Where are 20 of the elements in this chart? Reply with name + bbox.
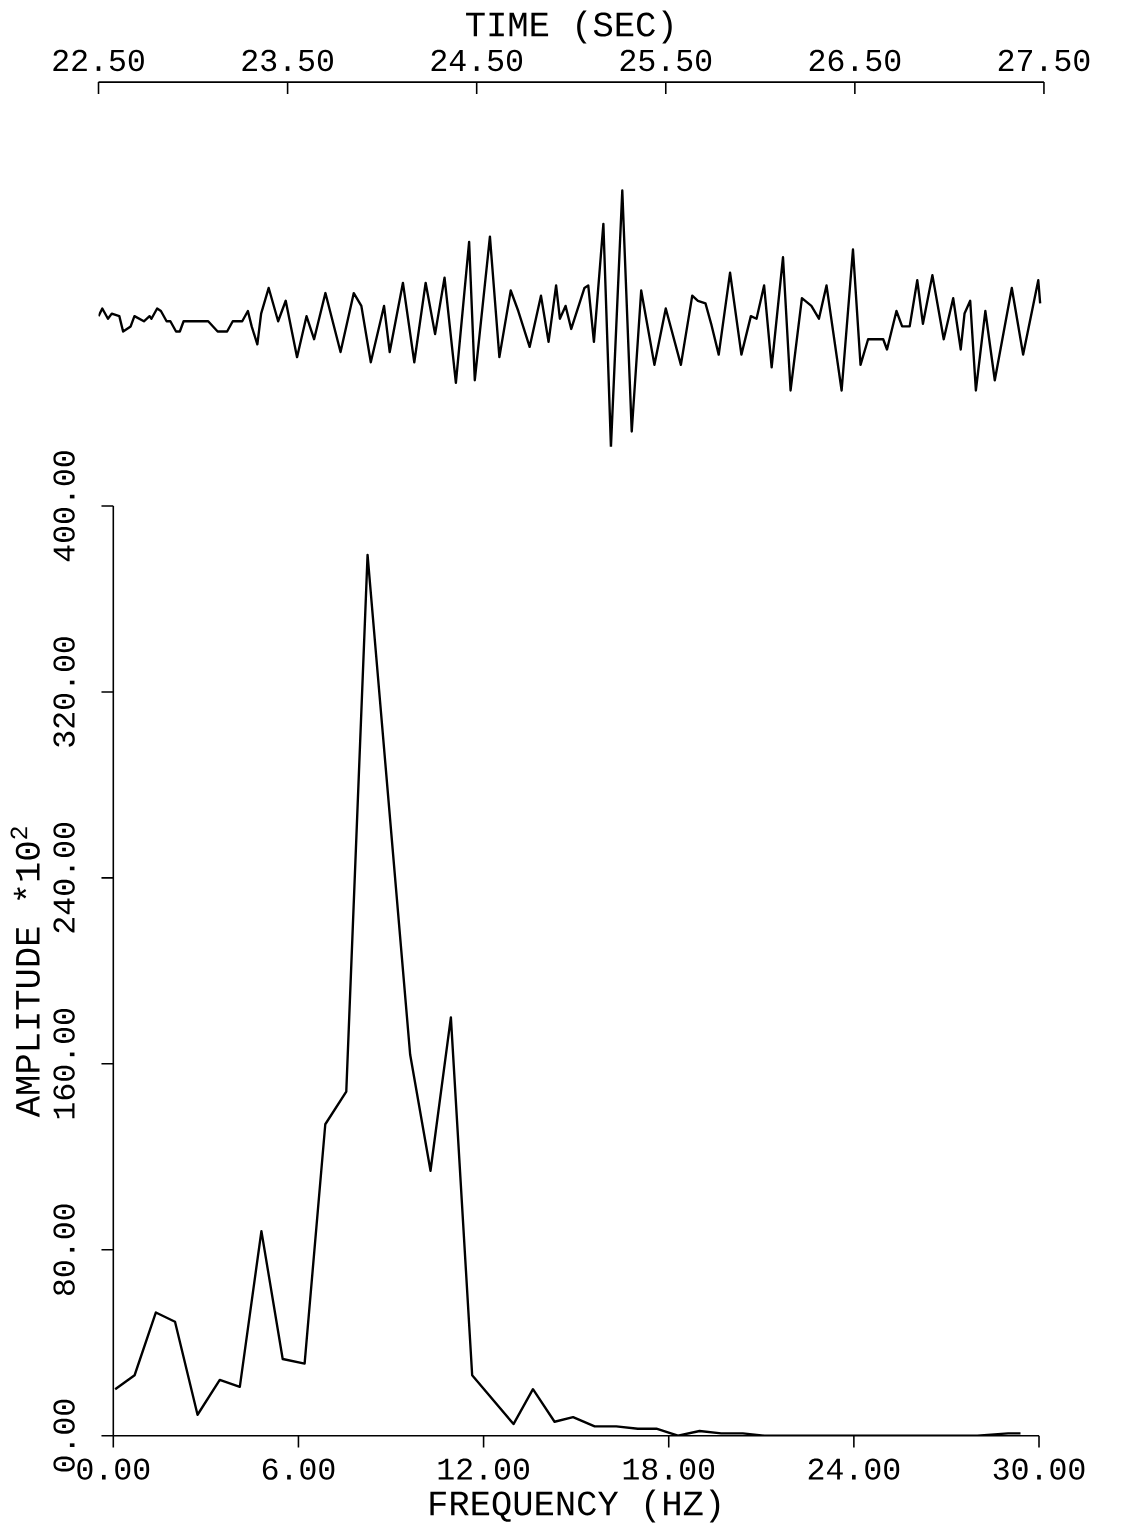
x-tick-label: 30.00 xyxy=(993,1458,1085,1480)
x-tick-label: 24.50 xyxy=(431,49,523,72)
y-tick-label: 320.00 xyxy=(53,637,75,747)
x-tick-label: 6.00 xyxy=(263,1458,335,1480)
y-axis-title: AMPLITUDE *10$^{2}$ xyxy=(10,827,41,1118)
x-axis-title: FREQUENCY (HZ) xyxy=(430,1489,720,1523)
x-tick-label: 24.00 xyxy=(808,1458,900,1480)
x-tick-label: 25.50 xyxy=(620,49,712,72)
y-tick-label: 160.00 xyxy=(53,1008,75,1119)
x-tick-label: 18.00 xyxy=(623,1458,715,1480)
x-tick-label: 26.50 xyxy=(809,49,901,72)
y-tick-label: 80.00 xyxy=(53,1204,75,1296)
x-tick-label: 22.50 xyxy=(53,49,145,72)
y-tick-label: 240.00 xyxy=(53,823,75,933)
x-tick-label: 27.50 xyxy=(999,49,1090,72)
x-tick-label: 23.50 xyxy=(242,49,334,72)
y-tick-label: 400.00 xyxy=(53,451,75,562)
x-tick-label: 12.00 xyxy=(438,1458,530,1480)
x-tick-label: 0.00 xyxy=(77,1458,150,1480)
x-axis-title: TIME (SEC) xyxy=(466,10,672,44)
